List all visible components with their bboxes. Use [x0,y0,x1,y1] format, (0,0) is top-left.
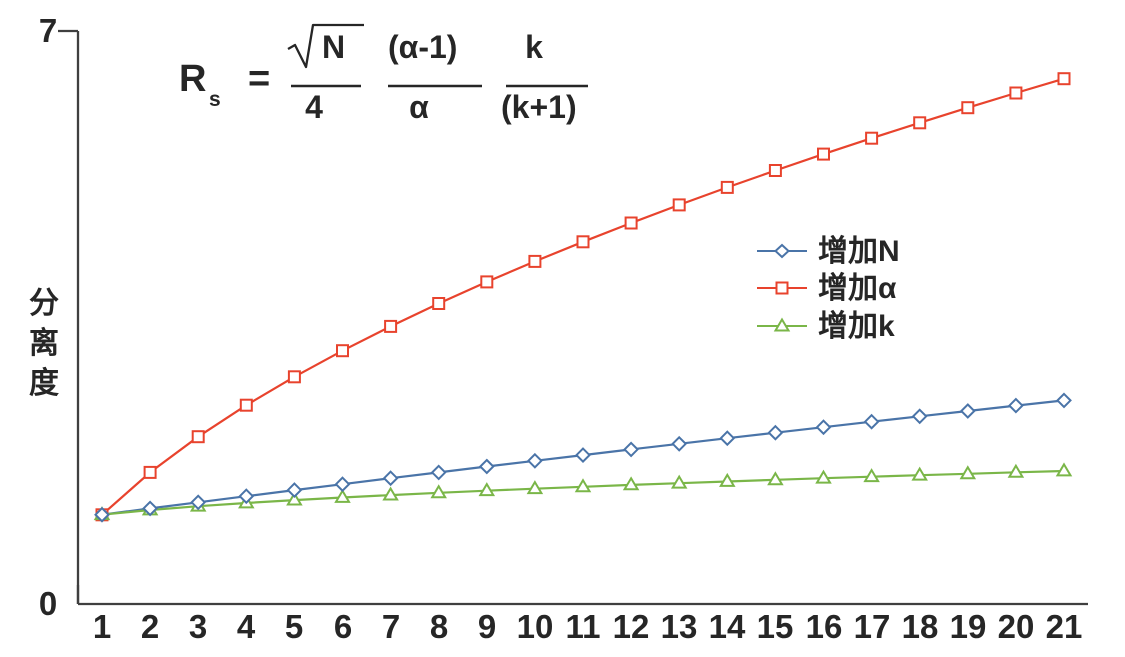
svg-text:21: 21 [1046,608,1083,645]
svg-text:1: 1 [93,608,111,645]
svg-text:5: 5 [285,608,303,645]
svg-text:4: 4 [237,608,256,645]
svg-text:20: 20 [998,608,1035,645]
svg-text:离: 离 [29,327,59,360]
svg-text:13: 13 [661,608,698,645]
svg-text:7: 7 [39,12,57,49]
svg-text:增加N: 增加N [818,235,900,268]
svg-text:增加α: 增加α [818,272,897,305]
svg-text:分: 分 [29,287,59,320]
svg-text:增加k: 增加k [818,310,895,343]
svg-text:14: 14 [709,608,746,645]
svg-text:11: 11 [566,608,601,645]
svg-text:17: 17 [854,608,891,645]
svg-text:R: R [179,58,206,100]
svg-text:s: s [209,88,221,111]
svg-text:3: 3 [189,608,207,645]
svg-text:k: k [525,29,543,65]
svg-text:4: 4 [305,89,323,125]
svg-text:N: N [322,29,345,65]
svg-text:(α-1): (α-1) [388,29,457,65]
svg-text:15: 15 [757,608,794,645]
svg-text:(k+1): (k+1) [501,89,577,125]
svg-text:9: 9 [478,608,496,645]
svg-text:10: 10 [517,608,554,645]
svg-text:2: 2 [141,608,159,645]
svg-text:16: 16 [806,608,843,645]
svg-text:7: 7 [382,608,400,645]
svg-text:19: 19 [950,608,987,645]
svg-text:=: = [248,58,270,100]
svg-text:6: 6 [334,608,352,645]
svg-text:8: 8 [430,608,448,645]
svg-text:18: 18 [902,608,939,645]
svg-text:度: 度 [29,367,59,400]
svg-text:0: 0 [39,585,57,622]
svg-text:α: α [409,89,429,125]
svg-text:12: 12 [613,608,650,645]
